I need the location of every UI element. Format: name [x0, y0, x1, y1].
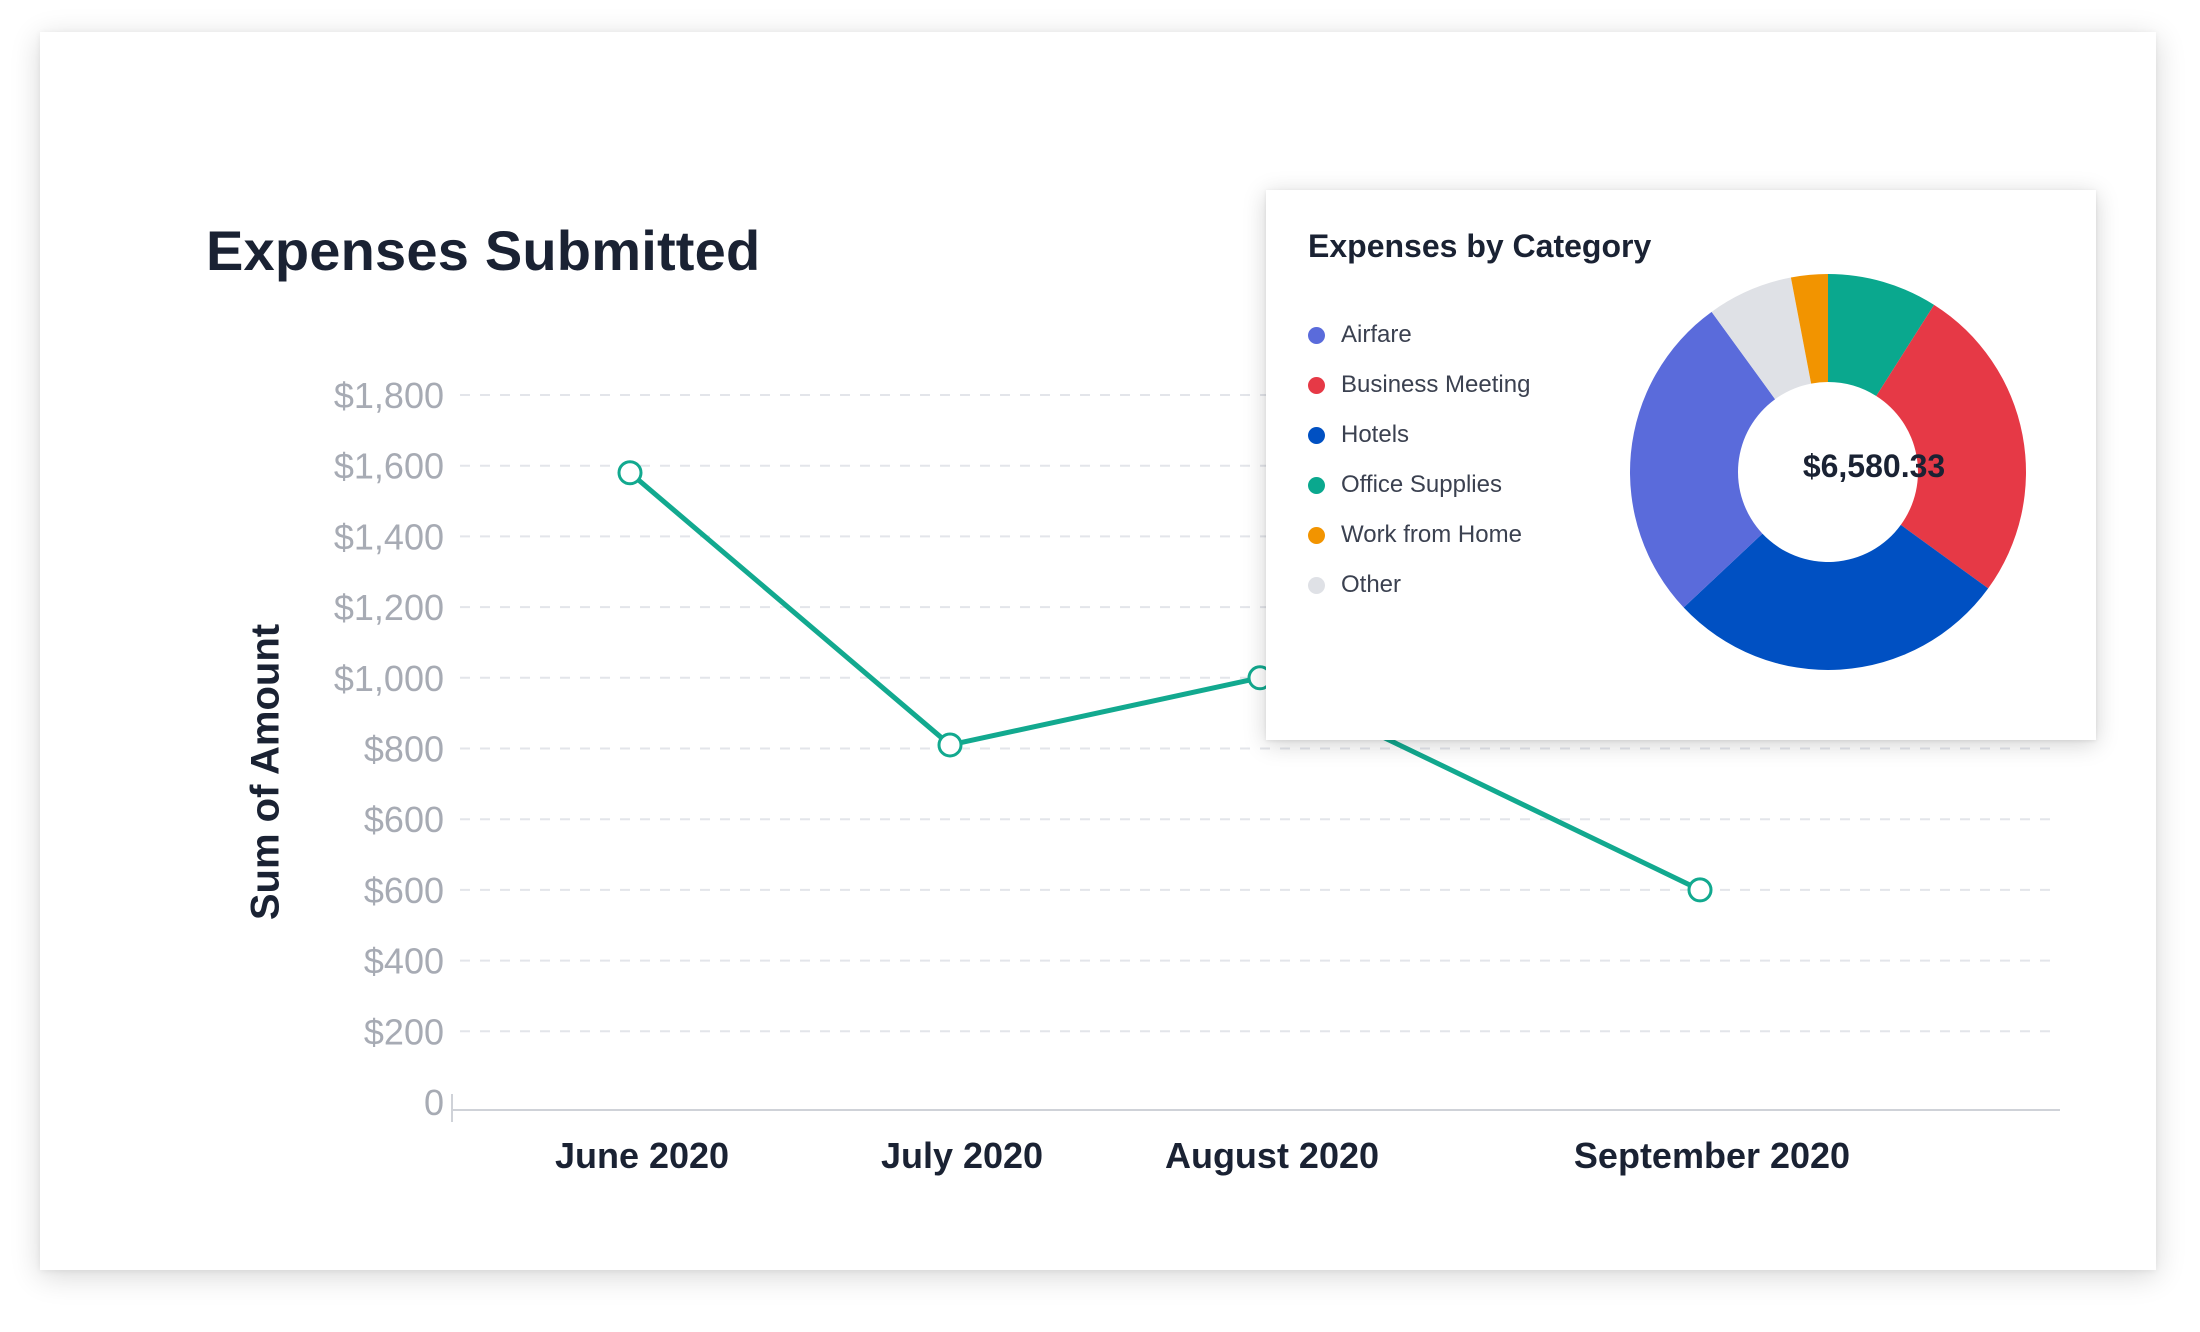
legend-swatch: [1308, 376, 1325, 394]
series-line: [628, 470, 1702, 893]
category-tooltip: Expenses by Category Airfare Business Mee…: [1266, 190, 2096, 740]
donut-slice[interactable]: [1876, 304, 2026, 589]
legend-item[interactable]: Airfare: [1308, 310, 1530, 360]
legend-label: Work from Home: [1341, 521, 1522, 548]
y-tick-label: $1,800: [334, 375, 444, 416]
y-tick-label: $1,200: [334, 587, 444, 628]
donut-total: $6,580.33: [1802, 448, 1946, 484]
x-tick-label: June 2020: [555, 1135, 729, 1176]
chart-card: Expenses Submitted 0 $200 $400 $600 $600 $800…: [40, 32, 2156, 1270]
legend-item[interactable]: Work from Home: [1308, 510, 1530, 560]
donut-slice[interactable]: [1683, 524, 1989, 670]
legend-item[interactable]: Office Supplies: [1308, 460, 1530, 510]
y-tick-label: $600: [364, 870, 444, 911]
donut-slice[interactable]: [1790, 274, 1828, 384]
legend-item[interactable]: Hotels: [1308, 410, 1530, 460]
y-axis-label: Sum of Amount: [243, 623, 288, 921]
line-chart: 0 $200 $400 $600 $600 $800 $1,000 $1,200 $1,400 $…: [334, 375, 2060, 1176]
legend-swatch: [1308, 476, 1325, 494]
y-tick-label: $600: [364, 799, 444, 840]
chart-title: Expenses Submitted: [206, 219, 761, 282]
legend-label: Hotels: [1341, 421, 1410, 448]
legend-swatch: [1308, 426, 1325, 444]
y-tick-label: $1,400: [334, 516, 444, 557]
data-point[interactable]: [1687, 877, 1713, 903]
data-point[interactable]: [937, 732, 963, 758]
category-legend: Airfare Business Meeting Hotels Office Supp…: [1308, 310, 1530, 610]
y-tick-label: $200: [364, 1011, 444, 1052]
donut-slice[interactable]: [1711, 277, 1812, 400]
x-tick-label: August 2020: [1165, 1135, 1379, 1176]
legend-swatch: [1308, 576, 1325, 594]
legend-label: Office Supplies: [1341, 471, 1502, 498]
legend-item[interactable]: Business Meeting: [1308, 360, 1530, 410]
donut-slice[interactable]: [1828, 274, 1935, 397]
data-point[interactable]: [617, 460, 643, 486]
y-tick-label: $400: [364, 941, 444, 982]
legend-label: Other: [1341, 571, 1402, 598]
y-tick-label: $1,000: [334, 658, 444, 699]
legend-swatch: [1308, 526, 1325, 544]
legend-item[interactable]: Other: [1308, 560, 1530, 610]
legend-swatch: [1308, 326, 1325, 344]
tooltip-title: Expenses by Category: [1308, 228, 1652, 264]
legend-label: Business Meeting: [1341, 371, 1531, 398]
donut-chart: [1630, 274, 2026, 670]
y-tick-label: $800: [364, 729, 444, 770]
y-tick-label: $1,600: [334, 446, 444, 487]
y-tick-label: 0: [424, 1082, 444, 1123]
x-tick-label: July 2020: [881, 1135, 1043, 1176]
legend-label: Airfare: [1341, 321, 1412, 348]
donut-slice[interactable]: [1630, 311, 1776, 608]
x-tick-label: September 2020: [1574, 1135, 1850, 1176]
